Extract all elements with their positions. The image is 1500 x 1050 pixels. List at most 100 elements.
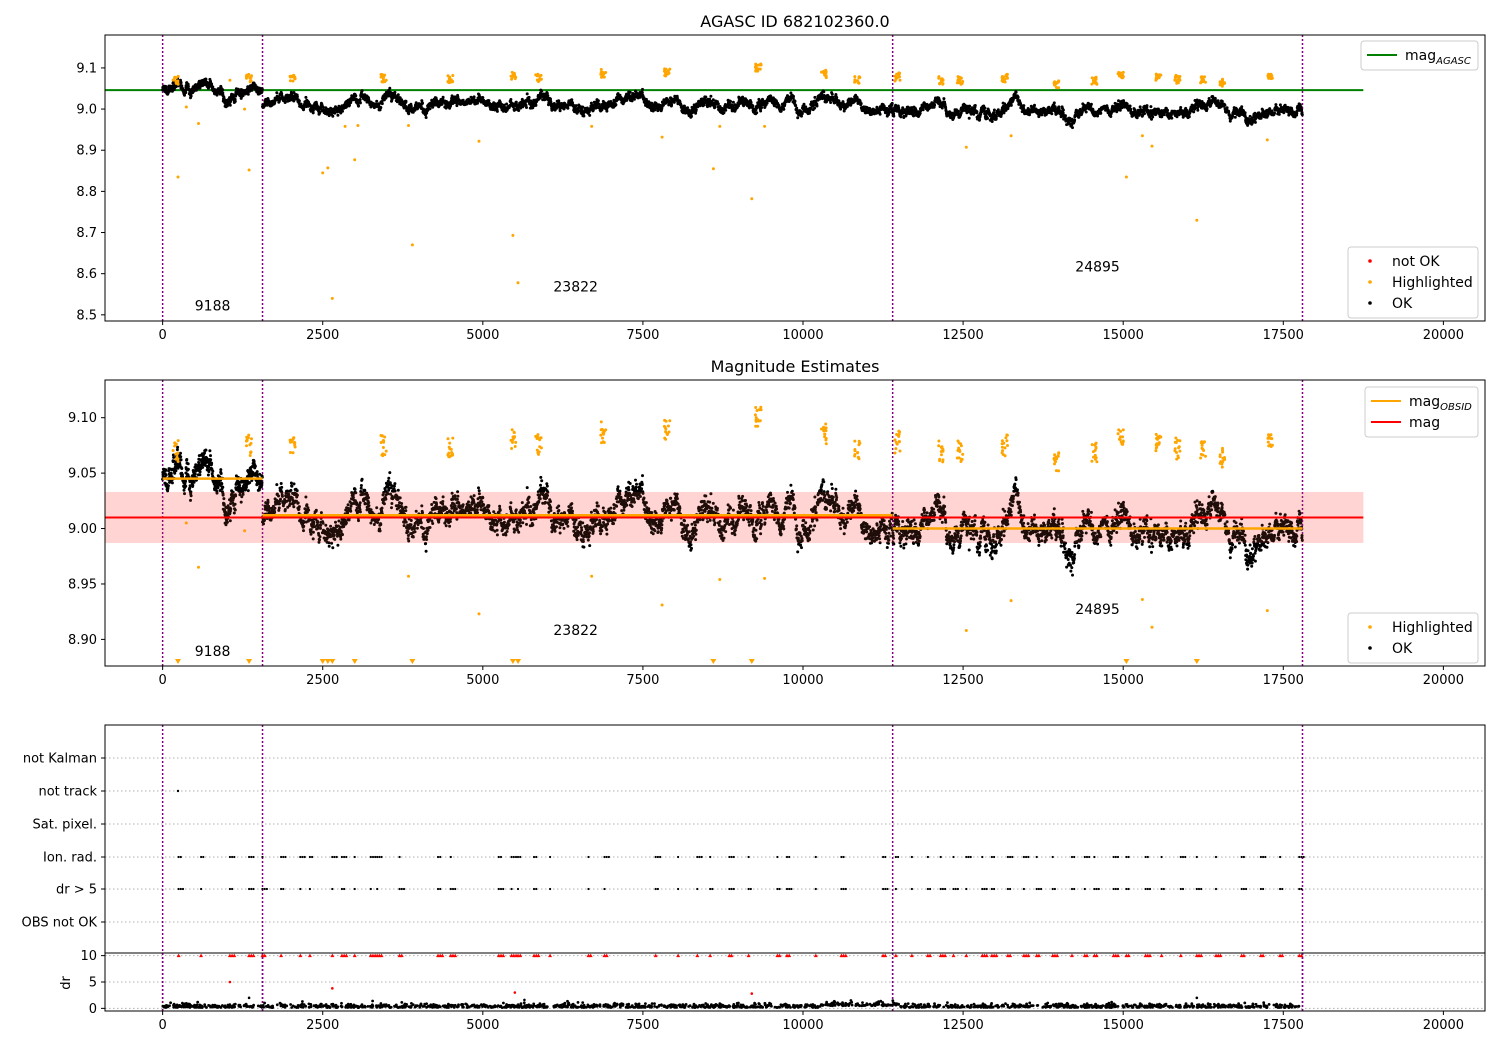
- agasc-ok-point: [540, 89, 544, 93]
- agasc-ok-point: [968, 104, 972, 108]
- agasc-ok-point: [358, 101, 362, 105]
- agasc-ok-point: [1205, 107, 1209, 111]
- agasc-ok-point: [1166, 108, 1169, 112]
- agasc-ok-point: [759, 109, 763, 113]
- agasc-ok-point: [297, 99, 301, 103]
- agasc-ok-point: [358, 98, 362, 101]
- agasc-ok-point: [765, 101, 769, 105]
- agasc-ok-point: [1145, 104, 1149, 108]
- agasc-ok-point: [234, 94, 238, 98]
- agasc-ok-point: [1299, 105, 1303, 109]
- agasc-ok-point: [574, 104, 578, 108]
- agasc-ok-point: [221, 88, 225, 92]
- agasc-ok-point: [694, 108, 698, 112]
- agasc-ok-point: [534, 103, 538, 107]
- agasc-ok-point: [829, 101, 833, 104]
- agasc-highlighted-point: [384, 78, 388, 82]
- agasc-highlighted-point: [249, 79, 253, 83]
- agasc-ok-point: [441, 95, 445, 99]
- agasc-ok-point: [859, 102, 863, 105]
- agasc-highlighted-point: [171, 78, 175, 82]
- agasc-ok-point: [967, 116, 971, 120]
- agasc-ok-point: [233, 97, 237, 101]
- agasc-ok-point: [233, 99, 237, 103]
- agasc-ok-point: [566, 106, 570, 110]
- agasc-ok-point: [899, 115, 903, 119]
- agasc-ok-point: [1253, 120, 1257, 124]
- agasc-ok-point: [505, 102, 509, 106]
- agasc-ok-point: [892, 114, 896, 118]
- agasc-ok-point: [1300, 108, 1304, 112]
- agasc-ok-point: [407, 112, 411, 116]
- agasc-ok-point: [546, 94, 550, 98]
- agasc-ok-point: [1274, 103, 1278, 107]
- agasc-ok-point: [686, 106, 690, 110]
- agasc-ok-point: [1052, 101, 1056, 105]
- agasc-ok-point: [760, 106, 763, 109]
- agasc-ok-point: [822, 90, 826, 94]
- agasc-ok-point: [731, 100, 735, 104]
- agasc-ok-point: [878, 112, 882, 116]
- agasc-ok-point: [336, 113, 340, 117]
- agasc-ok-point: [1179, 106, 1183, 109]
- agasc-ok-point: [800, 112, 804, 116]
- agasc-ok-point: [1170, 116, 1174, 120]
- agasc-ok-point: [472, 95, 476, 99]
- agasc-ok-point: [749, 100, 753, 104]
- agasc-ok-point: [1118, 108, 1122, 112]
- agasc-highlighted-point: [291, 79, 295, 83]
- agasc-ok-point: [558, 109, 562, 113]
- agasc-ok-point: [716, 102, 720, 106]
- agasc-ok-point: [189, 94, 193, 98]
- agasc-ok-point: [1277, 112, 1281, 116]
- agasc-ok-point: [1084, 110, 1088, 114]
- agasc-ok-point: [375, 99, 379, 103]
- agasc-ok-point: [777, 104, 781, 107]
- agasc-ok-point: [183, 93, 186, 97]
- agasc-ok-point: [986, 116, 990, 120]
- agasc-highlighted-point: [379, 75, 383, 79]
- agasc-ok-point: [751, 104, 755, 108]
- agasc-ok-point: [354, 94, 358, 98]
- agasc-ok-point: [709, 94, 713, 98]
- agasc-ok-point: [729, 100, 732, 103]
- agasc-ok-point: [1151, 115, 1155, 119]
- agasc-ok-point: [795, 106, 799, 110]
- agasc-ok-point: [640, 91, 644, 95]
- agasc-ok-point: [396, 93, 400, 97]
- agasc-ok-point: [487, 99, 491, 103]
- agasc-ok-point: [1282, 111, 1286, 115]
- agasc-ok-point: [295, 95, 299, 99]
- agasc-ok-point: [704, 95, 708, 99]
- agasc-ok-point: [605, 109, 609, 113]
- agasc-ok-point: [229, 99, 233, 103]
- agasc-ok-point: [1064, 114, 1067, 118]
- agasc-ok-point: [794, 104, 798, 107]
- agasc-ok-point: [1016, 95, 1020, 99]
- agasc-ok-point: [975, 110, 979, 114]
- agasc-ok-point: [455, 104, 459, 108]
- agasc-ok-point: [421, 101, 424, 105]
- agasc-ok-point: [1187, 115, 1191, 119]
- agasc-ok-point: [570, 98, 574, 102]
- agasc-ok-point: [755, 111, 759, 115]
- agasc-ok-point: [588, 113, 592, 117]
- agasc-ok-point: [724, 108, 728, 112]
- agasc-ok-point: [1128, 104, 1132, 108]
- agasc-ok-point: [331, 114, 335, 118]
- agasc-ok-point: [683, 104, 686, 108]
- agasc-ok-point: [992, 108, 996, 112]
- agasc-highlighted-point: [248, 76, 252, 80]
- agasc-ok-point: [321, 105, 325, 109]
- agasc-ok-point: [180, 84, 184, 88]
- agasc-ok-point: [830, 92, 834, 96]
- agasc-ok-point: [885, 106, 889, 110]
- agasc-ok-point: [815, 104, 819, 108]
- agasc-ok-point: [1014, 90, 1018, 94]
- agasc-ok-point: [1243, 111, 1247, 115]
- agasc-ok-point: [793, 99, 797, 103]
- agasc-ok-point: [983, 106, 987, 110]
- agasc-ok-point: [1240, 105, 1244, 109]
